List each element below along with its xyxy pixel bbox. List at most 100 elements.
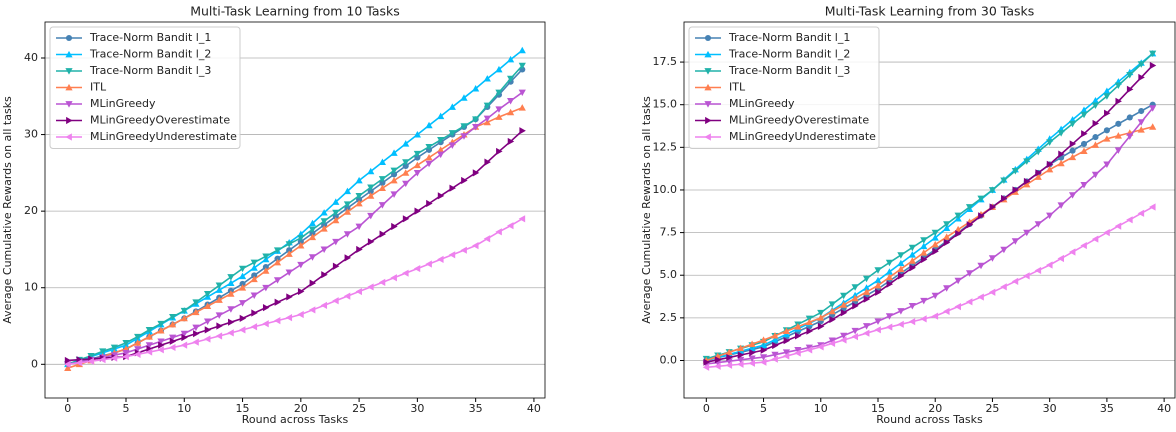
point xyxy=(343,208,352,215)
x-tick-label: 10 xyxy=(177,402,191,415)
point xyxy=(886,280,894,288)
point xyxy=(805,318,813,326)
point xyxy=(285,313,293,322)
point xyxy=(472,85,480,92)
point xyxy=(402,269,409,277)
point xyxy=(1046,139,1054,146)
point xyxy=(1114,82,1122,90)
point xyxy=(794,332,802,340)
subplot: Multi-Task Learning from 10 Tasks Round a… xyxy=(1,4,546,426)
point xyxy=(484,158,491,166)
point xyxy=(1057,159,1065,167)
point xyxy=(238,265,247,273)
point xyxy=(262,253,270,260)
point xyxy=(425,153,433,161)
point xyxy=(737,360,744,368)
point xyxy=(920,237,928,244)
point xyxy=(518,62,526,70)
point xyxy=(495,228,502,236)
point xyxy=(1126,71,1134,79)
point xyxy=(737,351,745,359)
legend-label: Trace-Norm Bandit l_3 xyxy=(89,64,211,77)
point xyxy=(1103,127,1110,134)
point xyxy=(851,294,859,302)
point xyxy=(367,212,375,220)
legend-label: Trace-Norm Bandit l_3 xyxy=(728,64,850,77)
point xyxy=(425,160,433,168)
x-tick-label: 5 xyxy=(760,402,767,415)
point xyxy=(227,279,235,287)
point xyxy=(1068,120,1077,128)
point xyxy=(1035,169,1042,177)
point xyxy=(332,198,340,205)
point xyxy=(518,215,526,223)
point xyxy=(308,254,317,261)
point xyxy=(977,293,984,301)
point xyxy=(250,292,258,299)
point xyxy=(285,269,293,277)
legend-marker xyxy=(65,50,73,58)
y-tick-label: 7.5 xyxy=(660,226,678,239)
point xyxy=(250,323,258,331)
point xyxy=(954,303,961,311)
point xyxy=(297,238,304,245)
point xyxy=(1023,229,1031,237)
point xyxy=(794,347,802,354)
point xyxy=(978,212,985,220)
point xyxy=(367,188,374,195)
point xyxy=(460,123,468,130)
point xyxy=(343,187,352,195)
point xyxy=(1023,180,1031,188)
point xyxy=(180,330,188,338)
point xyxy=(1137,61,1145,68)
point xyxy=(134,339,142,346)
point xyxy=(1080,140,1088,147)
point xyxy=(507,75,515,83)
point xyxy=(157,320,165,328)
point xyxy=(286,247,293,254)
point xyxy=(862,329,870,337)
point xyxy=(943,221,951,228)
point xyxy=(390,274,397,282)
point xyxy=(875,288,882,296)
point xyxy=(227,306,235,313)
point xyxy=(955,230,962,238)
point xyxy=(1126,85,1134,93)
point xyxy=(1080,111,1088,119)
point xyxy=(1058,150,1065,158)
point xyxy=(1057,254,1064,263)
legend-label: ITL xyxy=(729,81,746,94)
point xyxy=(840,292,848,300)
point xyxy=(851,327,859,335)
point xyxy=(273,277,282,284)
plot-frame xyxy=(683,21,1176,399)
point xyxy=(134,350,141,358)
point xyxy=(1091,97,1100,104)
point xyxy=(344,254,352,262)
point xyxy=(297,235,305,242)
point xyxy=(817,314,825,321)
point xyxy=(483,102,491,110)
point xyxy=(1114,222,1122,230)
point xyxy=(215,286,223,293)
point xyxy=(483,235,491,243)
legend: Trace-Norm Bandit l_1 Trace-Norm Bandit l… xyxy=(49,26,241,149)
point xyxy=(885,273,894,281)
point xyxy=(965,270,974,277)
point xyxy=(714,362,721,370)
point xyxy=(702,363,710,371)
point xyxy=(1103,161,1111,168)
point xyxy=(238,300,247,307)
point xyxy=(1103,93,1111,100)
point xyxy=(343,201,352,208)
point xyxy=(355,223,363,231)
x-tick-label: 5 xyxy=(123,402,130,415)
point xyxy=(885,323,893,331)
point xyxy=(378,176,387,183)
point xyxy=(931,292,939,300)
point xyxy=(782,349,791,356)
point xyxy=(783,337,791,345)
point xyxy=(1046,160,1054,168)
point xyxy=(1149,50,1157,58)
